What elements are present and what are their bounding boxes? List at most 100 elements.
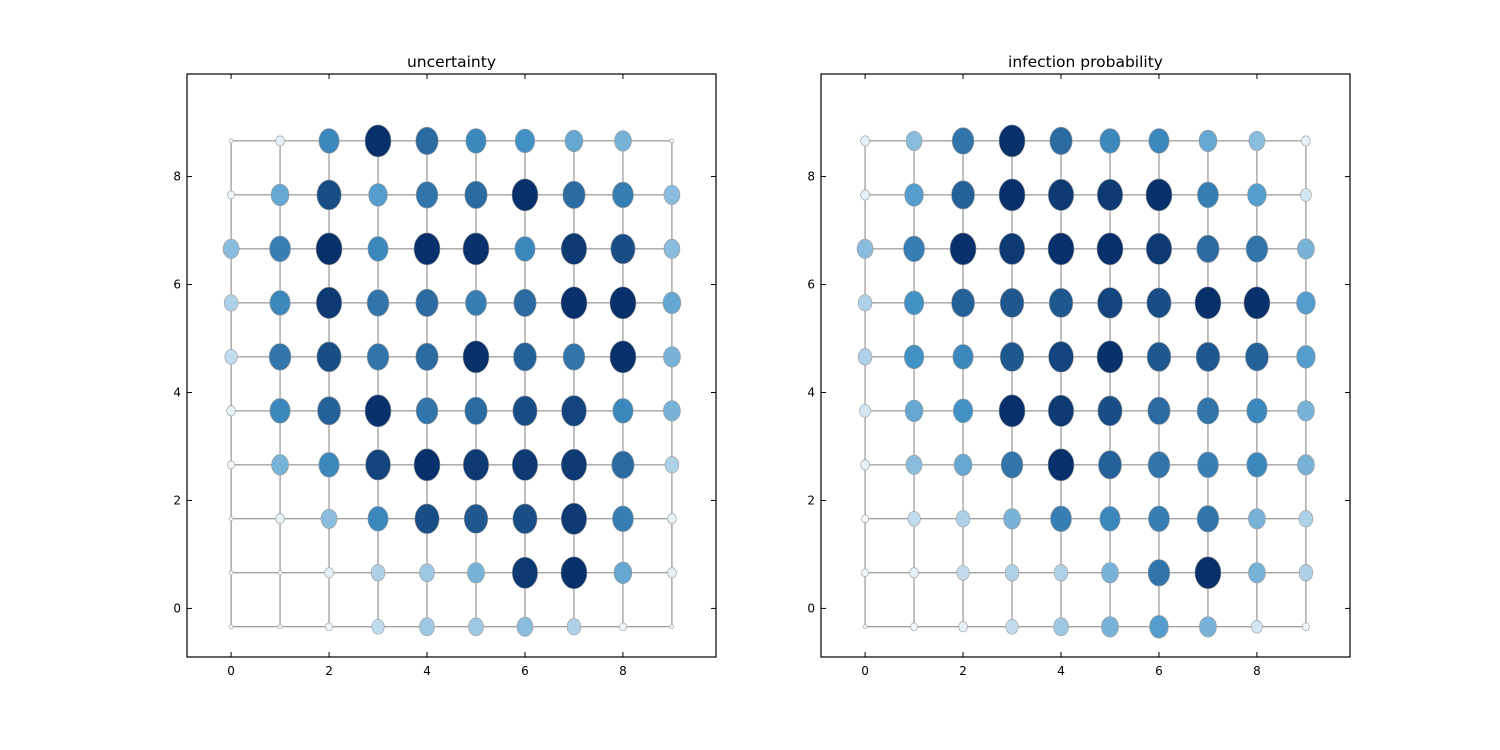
markers [856, 124, 1316, 639]
data-point [468, 617, 484, 637]
data-point [512, 395, 538, 427]
data-point [857, 294, 873, 312]
data-point [562, 343, 586, 371]
data-point [1053, 617, 1069, 637]
data-point [1297, 400, 1315, 422]
data-point [465, 289, 487, 317]
panel-title: uncertainty [407, 53, 496, 71]
x-tick-label: 0 [227, 664, 235, 678]
data-point [1245, 235, 1269, 263]
data-point [318, 452, 340, 478]
grid-lines [230, 140, 673, 628]
data-point [560, 448, 587, 481]
data-point [998, 394, 1026, 428]
y-tick-label: 4 [173, 385, 181, 399]
data-point [862, 624, 868, 630]
data-point [228, 138, 234, 144]
data-point [275, 513, 285, 525]
data-point [566, 618, 582, 636]
data-point [465, 128, 487, 154]
data-point [905, 454, 923, 475]
data-point [951, 288, 975, 318]
ticks: 0 2 4 6 8 0 2 4 6 8 [807, 74, 1350, 678]
data-point [224, 349, 238, 365]
data-point [413, 448, 441, 482]
data-point [320, 508, 338, 529]
data-point [956, 565, 970, 581]
data-point [904, 183, 924, 207]
data-point [560, 502, 587, 535]
data-point [1047, 394, 1075, 427]
data-point [560, 286, 588, 320]
data-point [904, 399, 924, 422]
infection-probability-panel: infection probability 0 2 4 6 8 0 2 4 6 8 [807, 53, 1351, 678]
data-point [366, 343, 390, 371]
x-tick-label: 0 [861, 664, 869, 678]
data-point [1146, 287, 1172, 319]
data-point [958, 621, 968, 633]
data-point [1296, 345, 1316, 369]
data-point [222, 238, 240, 259]
data-point [1047, 448, 1075, 482]
data-point [514, 236, 536, 262]
data-point [1145, 232, 1172, 265]
x-tick-label: 6 [521, 664, 529, 678]
x-tick-label: 4 [1057, 664, 1065, 678]
ticks: 0 2 4 6 8 0 2 4 6 8 [173, 74, 716, 678]
data-point [903, 344, 925, 370]
data-point [951, 127, 975, 155]
data-point [1099, 128, 1121, 154]
data-point [1302, 622, 1310, 632]
data-point [226, 405, 236, 417]
data-point [998, 124, 1026, 158]
data-point [859, 404, 871, 418]
data-point [1248, 130, 1266, 151]
y-tick-label: 4 [807, 385, 815, 399]
data-point [663, 238, 681, 259]
data-point [514, 128, 536, 154]
data-point [324, 567, 334, 579]
data-point [268, 343, 292, 371]
data-point [415, 126, 439, 155]
data-point [609, 340, 637, 374]
y-tick-label: 0 [807, 601, 815, 615]
data-point [1196, 234, 1220, 263]
data-point [903, 235, 925, 263]
data-point [910, 622, 918, 632]
panel-title: infection probability [1008, 53, 1163, 71]
data-point [1197, 181, 1219, 209]
data-point [277, 570, 283, 576]
data-point [1148, 505, 1170, 532]
axes-frame [186, 73, 717, 658]
data-point [1243, 286, 1271, 320]
data-point [612, 505, 634, 532]
data-point [1251, 620, 1263, 634]
data-point [269, 235, 291, 263]
data-point [952, 344, 974, 370]
data-point [516, 616, 534, 637]
data-point [1097, 287, 1123, 319]
data-point [415, 342, 439, 371]
data-point [270, 183, 290, 207]
data-point [619, 622, 627, 632]
data-point [325, 622, 333, 632]
data-point [952, 398, 974, 424]
data-point [371, 619, 385, 635]
data-point [511, 178, 539, 212]
data-point [610, 233, 636, 265]
data-point [1049, 126, 1073, 155]
data-point [1197, 451, 1219, 478]
data-point [1198, 129, 1218, 153]
data-point [860, 189, 870, 201]
data-point [1247, 183, 1267, 207]
data-point [271, 454, 289, 476]
data-point [415, 397, 439, 425]
y-tick-label: 6 [807, 278, 815, 292]
x-tick-label: 2 [325, 664, 333, 678]
data-point [318, 128, 340, 154]
data-point [1048, 341, 1074, 373]
data-point [1047, 232, 1075, 266]
data-point [560, 232, 587, 265]
